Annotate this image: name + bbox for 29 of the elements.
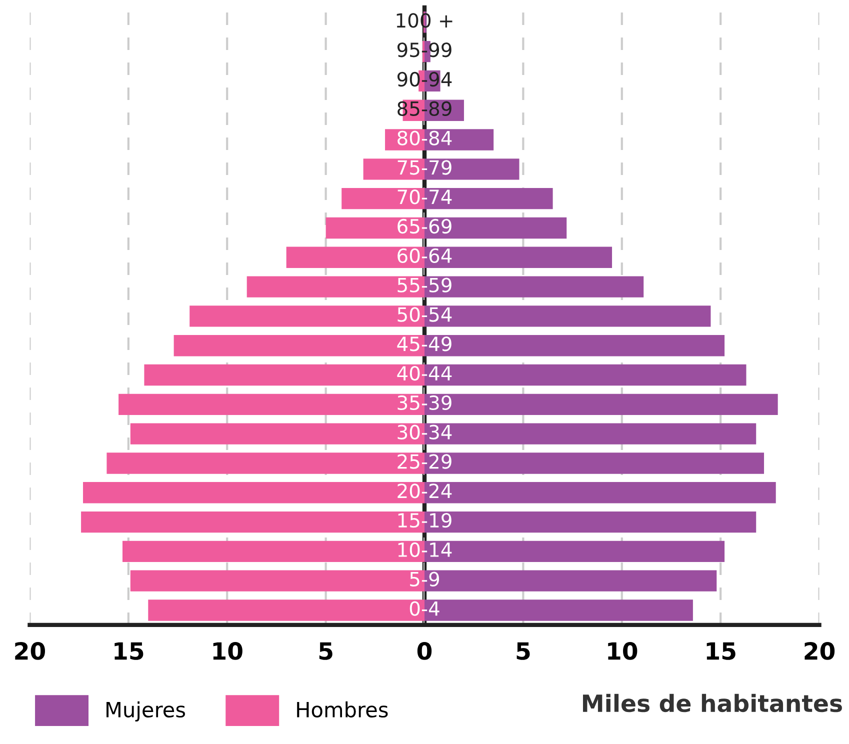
legend-label: Mujeres [106,701,186,722]
y-tick-label: 75-79 [398,160,452,175]
y-tick-label: 25-29 [398,454,452,469]
y-tick-label: 30-34 [398,424,452,440]
x-tick-label: 10 [213,642,242,660]
y-tick-label: 0-4 [410,601,440,616]
x-tick-label: 15 [706,642,736,660]
y-tick-label: 40-44 [397,366,452,381]
y-tick-label: 50-54 [398,307,452,322]
y-tick-label: 10-14 [398,542,452,558]
x-tick-label: 0 [417,642,432,660]
x-tick-label: 5 [319,642,332,660]
y-tick-label: 55-59 [398,278,452,292]
y-tick-label: 60-64 [398,248,452,264]
y-tick-label: 20-24 [398,484,452,498]
x-axis-title: Miles de habitantes [583,694,842,712]
x-tick-label: 20 [15,642,46,660]
y-tick-label: 45-49 [397,336,452,352]
x-tick-label: 5 [516,642,530,660]
y-tick-label: 35-39 [398,395,452,410]
x-tick-label: 10 [608,642,638,660]
y-tick-label: 65-69 [398,218,452,234]
y-tick-label: 15-19 [398,512,452,528]
x-tick-label: 15 [114,642,144,660]
x-tick-label: 20 [804,642,835,660]
legend-label: Hombres [297,701,388,718]
y-tick-label: 80-84 [398,130,452,146]
y-tick-label: 5-9 [410,572,440,586]
y-tick-label: 70-74 [398,190,452,204]
